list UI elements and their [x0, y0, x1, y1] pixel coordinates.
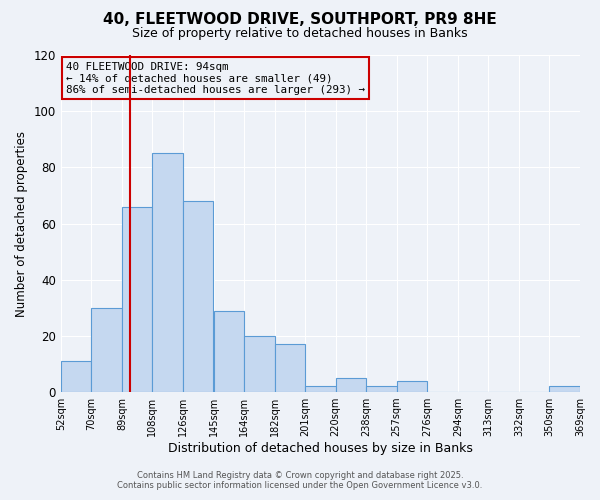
- Bar: [397, 381, 427, 392]
- Bar: [275, 344, 305, 392]
- Text: Size of property relative to detached houses in Banks: Size of property relative to detached ho…: [132, 28, 468, 40]
- Bar: [122, 206, 152, 392]
- Text: 40 FLEETWOOD DRIVE: 94sqm
← 14% of detached houses are smaller (49)
86% of semi-: 40 FLEETWOOD DRIVE: 94sqm ← 14% of detac…: [66, 62, 365, 95]
- Bar: [550, 386, 580, 392]
- Bar: [214, 310, 244, 392]
- Text: 40, FLEETWOOD DRIVE, SOUTHPORT, PR9 8HE: 40, FLEETWOOD DRIVE, SOUTHPORT, PR9 8HE: [103, 12, 497, 28]
- Y-axis label: Number of detached properties: Number of detached properties: [15, 130, 28, 316]
- Bar: [61, 361, 91, 392]
- Bar: [305, 386, 335, 392]
- Text: Contains HM Land Registry data © Crown copyright and database right 2025.
Contai: Contains HM Land Registry data © Crown c…: [118, 470, 482, 490]
- Bar: [152, 154, 183, 392]
- Bar: [335, 378, 366, 392]
- Bar: [366, 386, 397, 392]
- Bar: [91, 308, 122, 392]
- Bar: [244, 336, 275, 392]
- X-axis label: Distribution of detached houses by size in Banks: Distribution of detached houses by size …: [168, 442, 473, 455]
- Bar: [183, 201, 214, 392]
